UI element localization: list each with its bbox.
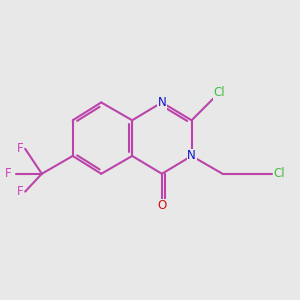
- Text: N: N: [158, 96, 166, 109]
- Text: O: O: [157, 200, 167, 212]
- Text: Cl: Cl: [274, 167, 285, 180]
- Text: F: F: [17, 185, 24, 198]
- Text: F: F: [17, 142, 24, 155]
- Text: N: N: [187, 149, 196, 162]
- Text: F: F: [5, 167, 12, 180]
- Text: Cl: Cl: [213, 86, 225, 99]
